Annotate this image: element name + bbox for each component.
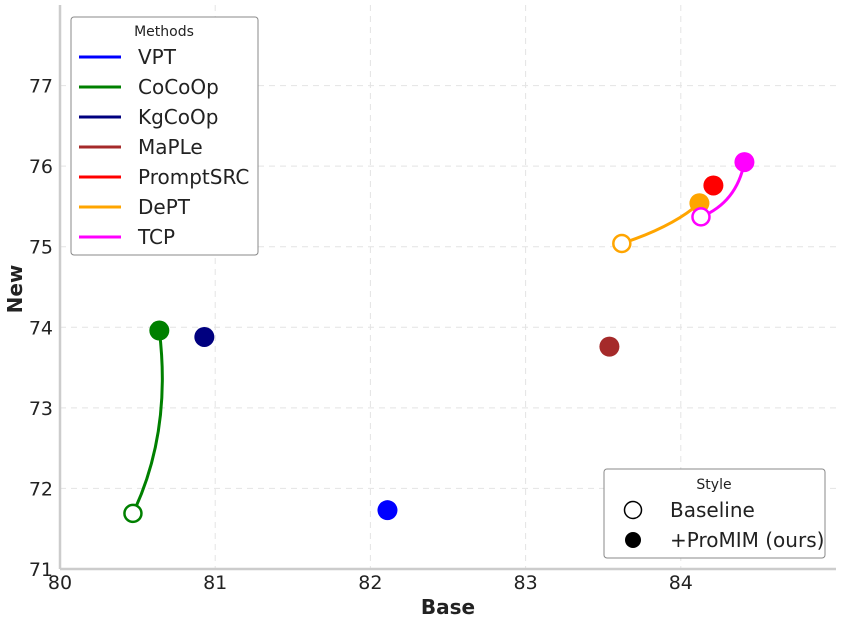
- point-kgcoop-promim: [194, 326, 215, 347]
- style-legend-items: Baseline +ProMIM (ours): [623, 498, 824, 552]
- legend-label-vpt: VPT: [138, 45, 177, 69]
- point-promptsrc-promim: [703, 175, 724, 196]
- x-tick-label: 80: [48, 572, 72, 594]
- y-tick-label: 75: [29, 237, 53, 259]
- point-tcp-baseline: [691, 207, 711, 227]
- y-tick-label: 77: [29, 76, 53, 98]
- methods-legend-title: Methods: [134, 24, 194, 40]
- point-cocoop-promim: [149, 320, 170, 341]
- y-tick-label: 71: [29, 559, 53, 581]
- connector-dept: [621, 202, 701, 245]
- legend-label-cocoop: CoCoOp: [138, 75, 219, 99]
- style-marker-baseline: [623, 500, 643, 520]
- style-label-promim: +ProMIM (ours): [670, 528, 824, 552]
- point-dept-baseline: [612, 233, 632, 254]
- style-legend-box: [603, 468, 826, 559]
- y-tick-label: 73: [29, 398, 53, 420]
- methods-legend-box: [70, 16, 259, 256]
- axes: [58, 5, 836, 571]
- data-points: [123, 152, 755, 524]
- legend-label-promptsrc: PromptSRC: [138, 165, 249, 189]
- x-tick-label: 84: [669, 572, 693, 594]
- x-tick-label: 81: [203, 572, 227, 594]
- y-tick-label: 74: [29, 317, 53, 339]
- legend-label-dept: DePT: [138, 195, 191, 219]
- methods-legend-items: VPT CoCoOp KgCoOp MaPLe PromptSRC DePT TCP: [79, 45, 249, 249]
- point-cocoop-baseline: [123, 503, 143, 524]
- y-axis-title: New: [3, 265, 27, 314]
- methods-legend: Methods VPT CoCoOp KgCoOp MaPLe PromptSRC DeP…: [70, 16, 259, 256]
- legend-label-maple: MaPLe: [138, 135, 203, 159]
- point-maple-promim: [599, 336, 620, 357]
- x-tick-label: 82: [358, 572, 382, 594]
- x-tick-label: 83: [514, 572, 538, 594]
- y-tick-label: 76: [29, 156, 53, 178]
- point-vpt-promim: [377, 500, 398, 521]
- y-tick-labels: 71 72 73 74 75 76 77: [29, 76, 53, 581]
- style-legend: Style Baseline +ProMIM (ours): [603, 468, 826, 559]
- style-marker-promim: [625, 532, 641, 548]
- x-tick-labels: 80 81 82 83 84: [48, 572, 693, 594]
- style-legend-title: Style: [696, 477, 731, 493]
- x-axis-title: Base: [421, 595, 475, 619]
- y-tick-label: 72: [29, 478, 53, 500]
- connector-cocoop: [131, 330, 164, 515]
- legend-label-kgcoop: KgCoOp: [138, 105, 218, 129]
- legend-label-tcp: TCP: [137, 225, 175, 249]
- point-tcp-promim: [734, 152, 755, 173]
- style-label-baseline: Baseline: [670, 498, 755, 522]
